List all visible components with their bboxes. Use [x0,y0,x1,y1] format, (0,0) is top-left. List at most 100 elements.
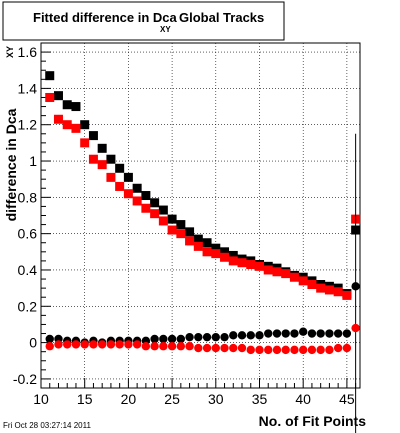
y-tick-label: 1 [29,153,37,169]
data-point-square [71,102,81,112]
data-point-square [167,214,177,224]
data-point-square [185,236,195,246]
data-point-circle [307,329,317,338]
title-box: Fitted difference in Dca XY Global Track… [2,1,285,41]
data-point-circle [159,334,168,344]
data-point-circle [97,340,107,349]
data-point-circle [264,345,273,355]
y-tick-label: -0.2 [13,371,37,387]
data-point-circle [167,334,177,344]
data-point-circle [176,342,186,351]
data-point-circle [351,282,360,291]
data-point-circle [211,332,220,342]
data-point-circle [211,343,220,353]
data-point-circle [194,343,203,353]
data-point-circle [106,340,116,349]
data-point-square [202,238,212,248]
chart-title-suffix: Global Tracks [179,10,264,25]
data-point-circle [298,327,308,336]
data-point-square [80,138,90,148]
y-axis-title-group: difference in Dca [3,108,19,221]
data-point-circle [298,345,308,355]
y-tick-label: 0.8 [18,189,38,205]
x-tick-label: 20 [121,391,137,407]
y-tick-label: 1.2 [18,117,38,133]
y-axis-title: difference in Dca [3,108,19,221]
data-point-square [167,225,177,235]
data-point-square [88,154,98,164]
chart-title-subscript: XY [160,25,171,34]
data-point-circle [159,342,168,351]
data-point-circle [290,329,299,338]
data-point-circle [185,332,194,342]
data-point-circle [202,332,212,342]
data-point-circle [316,345,325,355]
data-point-square [281,269,291,279]
data-point-circle [290,345,299,355]
data-point-square [185,227,195,237]
y-tick-label: 0 [29,335,37,351]
data-point-circle [89,340,98,349]
data-point-circle [229,343,238,353]
data-point-square [316,283,326,293]
data-point-square [45,92,55,102]
data-point-circle [202,343,212,353]
data-point-square [115,163,125,173]
data-point-square [237,258,247,268]
data-point-square [228,256,238,266]
data-point-circle [246,345,255,355]
data-point-circle [220,332,229,342]
data-point-square [228,250,238,260]
data-point-circle [255,345,264,355]
data-point-square [141,191,151,201]
data-point-circle [54,340,63,349]
data-point-square [53,91,63,101]
data-point-circle [325,345,334,355]
data-point-square [342,290,352,300]
x-tick-label: 40 [295,391,311,407]
y-tick-label: 1.6 [18,44,38,60]
data-point-square [132,183,142,193]
data-point-square [62,120,72,130]
data-point-circle [115,340,124,349]
data-point-circle [255,331,264,340]
data-point-square [158,216,168,226]
x-tick-label: 25 [164,391,180,407]
y-axis-title-subscript: XY [5,46,15,58]
data-point-circle [342,329,352,338]
data-point-square [193,234,203,244]
y-axis-subscript-group: XY [5,46,15,58]
data-point-circle [167,342,177,351]
y-tick-label: 0.6 [18,226,38,242]
data-point-square [193,241,203,251]
data-point-square [62,100,72,110]
y-tick-label: 0.4 [18,262,38,278]
x-tick-label: 30 [208,391,224,407]
data-point-square [53,114,63,124]
chart-title: Fitted difference in Dca [33,10,178,25]
data-point-circle [45,342,54,351]
data-point-square [97,143,107,153]
data-point-square [289,272,299,282]
data-point-circle [185,342,194,351]
data-point-circle [150,342,159,351]
data-point-circle [45,334,54,344]
data-point-square [272,267,282,277]
y-tick-label: 0.2 [18,298,38,314]
data-point-circle [63,340,72,349]
data-point-square [150,198,160,208]
plot-area: 10 15 20 25 30 35 40 45 -0.2 0 0.2 0.4 0.6 0.8 1 1.2 1.4… [13,42,361,433]
x-tick-label: 45 [339,391,355,407]
y-tick-label: 1.4 [18,80,38,96]
data-point-circle [351,323,360,333]
data-point-square [132,196,142,206]
data-point-square [150,209,160,219]
data-point-square [97,160,107,170]
data-point-square [80,120,90,130]
x-tick-label: 10 [33,391,49,407]
data-point-circle [141,342,151,351]
data-point-square [45,71,55,81]
data-point-circle [150,334,159,344]
